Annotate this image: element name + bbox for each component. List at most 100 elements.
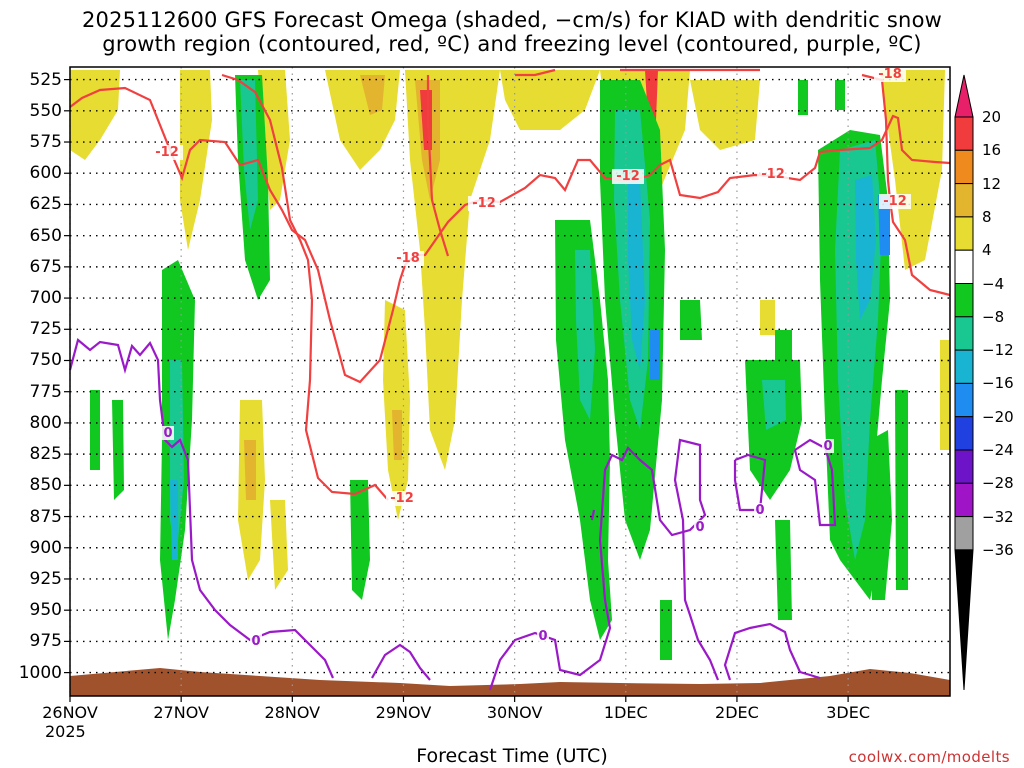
colorbar-label: −16 bbox=[982, 374, 1014, 393]
omega-shade-12 bbox=[270, 500, 288, 590]
credit-link[interactable]: coolwx.com/modelts bbox=[848, 748, 1010, 766]
freezing-label-bg-1 bbox=[250, 634, 262, 648]
y-tick-label: 950 bbox=[29, 600, 62, 621]
freezing-label-bg-2 bbox=[537, 629, 549, 643]
freezing-label-2: 0 bbox=[538, 629, 547, 644]
omega-shade-38 bbox=[775, 330, 792, 380]
dgz-label-7: -12 bbox=[883, 194, 907, 209]
omega-shade-26 bbox=[112, 400, 124, 500]
freezing-label-0: 0 bbox=[163, 426, 172, 441]
dgz-label-6: -12 bbox=[761, 167, 785, 182]
freezing-contour-1 bbox=[371, 643, 431, 681]
dgz-label-bg-6 bbox=[757, 167, 789, 182]
freezing-label-bg-3 bbox=[694, 520, 706, 534]
dgz-label-0: -12 bbox=[155, 145, 179, 160]
colorbar-label: −36 bbox=[982, 540, 1014, 559]
colorbar-label: −32 bbox=[982, 507, 1014, 526]
colorbar-label: −8 bbox=[982, 307, 1005, 326]
freezing-label-4: 0 bbox=[755, 503, 764, 518]
dgz-label-bg-1 bbox=[392, 251, 424, 266]
omega-shade-45 bbox=[870, 430, 892, 600]
colorbar-label: 16 bbox=[982, 141, 1002, 160]
x-tick-label: 2DEC bbox=[715, 703, 759, 722]
omega-shade-17 bbox=[880, 70, 945, 270]
colorbar-label: 8 bbox=[982, 207, 992, 226]
y-tick-label: 925 bbox=[29, 568, 62, 589]
omega-shade-22 bbox=[170, 480, 178, 560]
omega-shade-25 bbox=[90, 390, 100, 470]
freezing-label-bg-4 bbox=[754, 503, 766, 517]
colorbar-swatch-3 bbox=[954, 183, 974, 218]
dgz-label-1: -18 bbox=[396, 251, 420, 266]
freezing-contour-3 bbox=[723, 622, 821, 681]
colorbar-swatch-7 bbox=[954, 316, 974, 351]
colorbar-swatch-11 bbox=[954, 449, 974, 484]
freezing-label-bg-5 bbox=[822, 439, 834, 453]
colorbar-swatch-1 bbox=[954, 116, 974, 151]
omega-shade-35 bbox=[680, 300, 702, 340]
omega-shade-4 bbox=[360, 75, 385, 115]
freezing-contour-5 bbox=[793, 438, 837, 527]
x-axis-title: Forecast Time (UTC) bbox=[416, 745, 608, 767]
y-tick-label: 875 bbox=[29, 506, 62, 527]
colorbar-swatch-2 bbox=[954, 149, 974, 185]
y-tick-label: 600 bbox=[29, 163, 62, 184]
y-tick-label: 775 bbox=[29, 381, 62, 402]
dgz-label-bg-7 bbox=[879, 194, 911, 209]
colorbar-swatch-6 bbox=[954, 283, 974, 318]
x-tick-label: 30NOV bbox=[486, 703, 543, 722]
dgz-label-bg-4 bbox=[612, 169, 644, 184]
omega-shade-5 bbox=[405, 70, 500, 470]
x-tick-label: 28NOV bbox=[264, 703, 321, 722]
omega-shade-24 bbox=[240, 80, 258, 230]
colorbar-swatch-5 bbox=[954, 249, 974, 284]
omega-shade-39 bbox=[798, 80, 808, 115]
y-tick-label: 550 bbox=[29, 100, 62, 121]
y-tick-label: 850 bbox=[29, 475, 62, 496]
freezing-label-bg-0 bbox=[162, 426, 174, 440]
freezing-contour-2 bbox=[488, 438, 720, 691]
colorbar-swatch-9 bbox=[954, 382, 974, 418]
colorbar-label: 12 bbox=[982, 174, 1002, 193]
freezing-contour-0 bbox=[68, 338, 335, 679]
y-tick-label: 900 bbox=[29, 537, 62, 558]
colorbar-top-arrow bbox=[954, 74, 974, 118]
year-label: 2025 bbox=[45, 722, 86, 741]
dgz-label-4: -12 bbox=[616, 169, 640, 184]
omega-shade-28 bbox=[555, 220, 612, 640]
colorbar-label: −28 bbox=[982, 474, 1014, 493]
y-tick-label: 725 bbox=[29, 319, 62, 340]
omega-shade-9 bbox=[392, 410, 402, 460]
dgz-contour-4 bbox=[515, 68, 556, 77]
freezing-label-1: 0 bbox=[251, 634, 260, 649]
omega-shade-33 bbox=[650, 330, 660, 380]
omega-shade-11 bbox=[244, 440, 256, 500]
omega-shade-44 bbox=[835, 80, 845, 110]
omega-shade-34 bbox=[660, 600, 672, 660]
y-tick-label: 525 bbox=[29, 69, 62, 90]
colorbar-bottom-arrow bbox=[954, 549, 974, 691]
omega-shade-16 bbox=[690, 80, 760, 150]
dgz-label-bg-2 bbox=[386, 491, 418, 506]
omega-shade-1 bbox=[180, 70, 212, 250]
dgz-contour-3 bbox=[861, 73, 951, 297]
colorbar-label: −4 bbox=[982, 274, 1005, 293]
omega-shade-19 bbox=[940, 340, 950, 450]
omega-shade-27 bbox=[350, 480, 370, 600]
x-tick-label: 26NOV bbox=[42, 703, 98, 722]
omega-shade-18 bbox=[760, 300, 775, 335]
x-tick-label: 27NOV bbox=[153, 703, 209, 722]
y-tick-label: 750 bbox=[29, 350, 62, 371]
colorbar-swatch-8 bbox=[954, 349, 974, 384]
y-tick-label: 1000 bbox=[18, 662, 62, 683]
omega-shade-42 bbox=[855, 175, 876, 320]
colorbar-label: −20 bbox=[982, 407, 1014, 426]
y-tick-label: 825 bbox=[29, 444, 62, 465]
y-tick-label: 975 bbox=[29, 631, 62, 652]
colorbar-label: −12 bbox=[982, 341, 1014, 360]
y-tick-label: 675 bbox=[29, 256, 62, 277]
plot-frame bbox=[69, 66, 951, 697]
dgz-label-5: -18 bbox=[878, 67, 902, 82]
omega-shade-47 bbox=[775, 520, 792, 620]
omega-shade-32 bbox=[628, 180, 645, 370]
